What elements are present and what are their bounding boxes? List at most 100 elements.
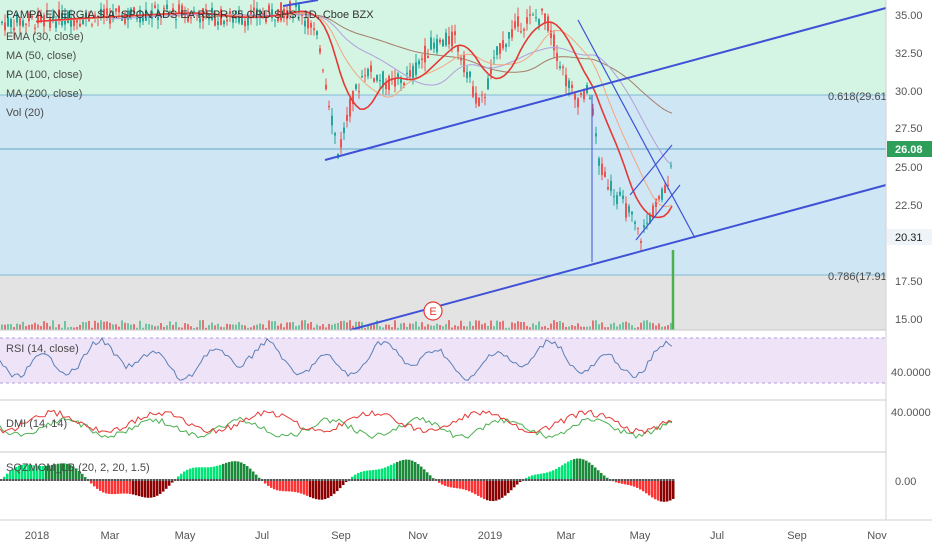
squeeze-dot: [477, 479, 480, 481]
volume-bar: [76, 326, 78, 330]
volume-bar: [550, 323, 552, 330]
volume-bar: [91, 327, 93, 330]
squeeze-bar: [663, 480, 666, 502]
squeeze-bar: [411, 460, 414, 480]
squeeze-bar: [444, 480, 447, 486]
volume-bar: [85, 322, 87, 330]
squeeze-bar: [207, 467, 210, 480]
volume-bar: [160, 323, 162, 330]
candle-body: [382, 71, 384, 87]
squeeze-bar: [654, 480, 657, 500]
squeeze-bar: [546, 472, 549, 480]
volume-bar: [58, 324, 60, 330]
channel-upper-line: [324, 7, 887, 161]
volume-bar: [613, 322, 615, 330]
squeeze-bar: [510, 480, 513, 491]
volume-bar: [592, 320, 594, 330]
sqzmom-tick: 0.00: [895, 476, 916, 488]
squeeze-dot: [528, 479, 531, 481]
squeeze-dot: [537, 479, 540, 481]
candle-body: [499, 43, 501, 54]
squeeze-dot: [324, 479, 327, 481]
candle-body: [583, 88, 585, 100]
candle-body: [13, 27, 15, 31]
candle-body: [430, 37, 432, 50]
squeeze-dot: [597, 479, 600, 481]
price-tick: 32.50: [895, 48, 923, 60]
candle-body: [10, 19, 12, 28]
squeeze-dot: [66, 479, 69, 481]
legend-ema30[interactable]: EMA (30, close): [6, 31, 84, 43]
moving-averages: [35, 10, 673, 219]
squeeze-dot: [660, 479, 663, 481]
volume-bar: [661, 326, 663, 330]
volume-bar: [619, 324, 621, 330]
volume-bar: [178, 327, 180, 330]
squeeze-bar: [228, 461, 231, 480]
time-axis[interactable]: 2018 Mar May Jul Sep Nov 2019 Mar May Ju…: [25, 530, 888, 542]
squeeze-bar: [342, 480, 345, 486]
candle-body: [667, 184, 669, 186]
time-tick: May: [630, 530, 651, 542]
squeeze-dot: [201, 479, 204, 481]
squeeze-dot: [360, 479, 363, 481]
candle-body: [181, 5, 183, 16]
squeeze-bar: [645, 480, 648, 494]
volume-bar: [127, 323, 129, 330]
squeeze-dot: [102, 479, 105, 481]
squeeze-bar: [183, 471, 186, 480]
volume-bar: [523, 321, 525, 330]
current-price-badge: [887, 141, 932, 157]
candle-body: [622, 195, 624, 200]
volume-bar: [310, 321, 312, 330]
squeeze-bar: [303, 480, 306, 495]
legend-ma50[interactable]: MA (50, close): [6, 50, 76, 62]
earnings-marker[interactable]: E: [423, 301, 443, 321]
candle-body: [304, 20, 306, 27]
ma100-line: [109, 13, 671, 165]
volume-bar: [31, 324, 33, 330]
squeeze-bar: [594, 467, 597, 480]
squeeze-bar: [9, 470, 12, 480]
squeeze-dot: [531, 479, 534, 481]
squeeze-bar: [633, 480, 636, 487]
volume-bar: [379, 326, 381, 330]
volume-bar: [295, 326, 297, 330]
legend-vol[interactable]: Vol (20): [6, 107, 44, 119]
candle-body: [28, 13, 30, 22]
volume-bar: [421, 322, 423, 330]
volume-bar: [658, 323, 660, 330]
squeeze-dot: [186, 479, 189, 481]
candle-body: [73, 17, 75, 26]
squeeze-bar: [558, 467, 561, 480]
candle-body: [76, 20, 78, 23]
squeeze-bar: [297, 480, 300, 493]
candle-body: [4, 22, 6, 31]
squeeze-bar: [231, 461, 234, 480]
volume-bar: [28, 324, 30, 330]
squeeze-dot: [408, 479, 411, 481]
squeeze-bar: [375, 469, 378, 480]
squeeze-bar: [255, 474, 258, 480]
squeeze-dot: [624, 479, 627, 481]
legend-ma100[interactable]: MA (100, close): [6, 69, 82, 81]
squeeze-dot: [489, 479, 492, 481]
candle-body: [175, 19, 177, 21]
candle-body: [226, 19, 228, 22]
volume-bar: [247, 327, 249, 330]
candle-body: [640, 241, 642, 243]
volume-bar: [328, 323, 330, 330]
squeeze-bar: [12, 468, 15, 480]
volume-bar: [640, 322, 642, 330]
dmi-tick: 40.0000: [891, 407, 931, 419]
legend-ma200[interactable]: MA (200, close): [6, 88, 82, 100]
volume-bar: [571, 325, 573, 330]
price-axis[interactable]: [886, 0, 932, 520]
volume-bar: [16, 323, 18, 330]
volume-bar: [325, 327, 327, 330]
squeeze-bar: [648, 480, 651, 496]
squeeze-bar: [429, 475, 432, 480]
candle-body: [427, 56, 429, 59]
rsi-band: [0, 338, 886, 383]
squeeze-bar: [618, 480, 621, 484]
